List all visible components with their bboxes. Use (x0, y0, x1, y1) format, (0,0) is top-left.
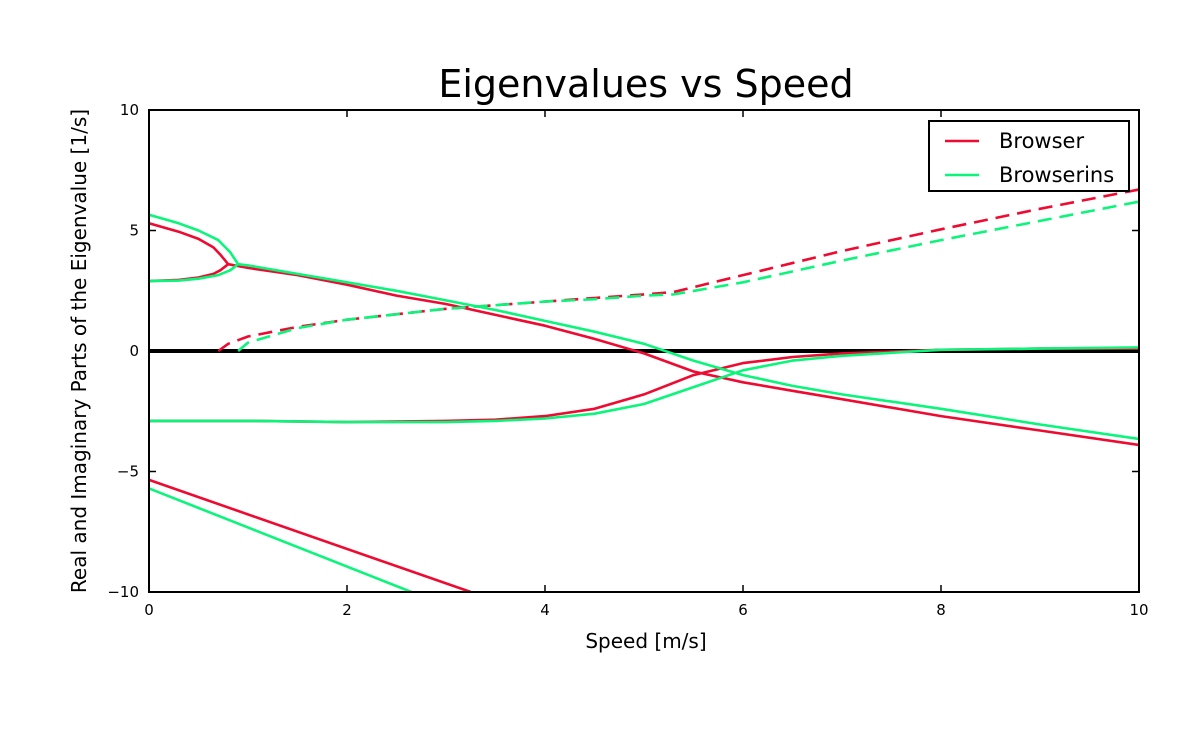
y-tick-label: −5 (117, 463, 139, 481)
x-tick-label: 2 (342, 601, 352, 619)
plot-area (149, 188, 1139, 592)
x-axis-label: Speed [m/s] (585, 629, 706, 653)
y-tick-label: 10 (120, 101, 139, 119)
legend: Browser Browserins (928, 120, 1130, 192)
series-1-curve-1 (149, 222, 1139, 447)
legend-label-1: Browser (999, 129, 1084, 153)
x-tick-label: 10 (1129, 601, 1148, 619)
x-tick-label: 6 (738, 601, 748, 619)
series-2-curve-1 (149, 213, 1139, 441)
series-2-curve-5 (149, 487, 412, 592)
series-1-curve-4 (149, 347, 1139, 424)
y-tick-label: 0 (129, 342, 139, 360)
x-tick-label: 0 (144, 601, 154, 619)
series-2-curve-3 (237, 200, 1139, 352)
x-tick-label: 8 (936, 601, 946, 619)
y-tick-label: −10 (107, 583, 139, 601)
series-1-curve-5 (149, 478, 472, 592)
chart-title: Eigenvalues vs Speed (438, 62, 853, 106)
series-1-curve-3 (217, 188, 1139, 353)
legend-label-2: Browserins (999, 163, 1114, 187)
axes: 0 2 4 6 8 10 −10 −5 0 5 10 (107, 101, 1148, 619)
legend-box (928, 120, 1130, 192)
series-2-curve-4 (149, 346, 1139, 424)
y-axis-label: Real and Imaginary Parts of the Eigenval… (67, 109, 91, 593)
x-tick-label: 4 (540, 601, 550, 619)
y-tick-label: 5 (129, 222, 139, 240)
series-2-curve-2 (149, 263, 239, 283)
